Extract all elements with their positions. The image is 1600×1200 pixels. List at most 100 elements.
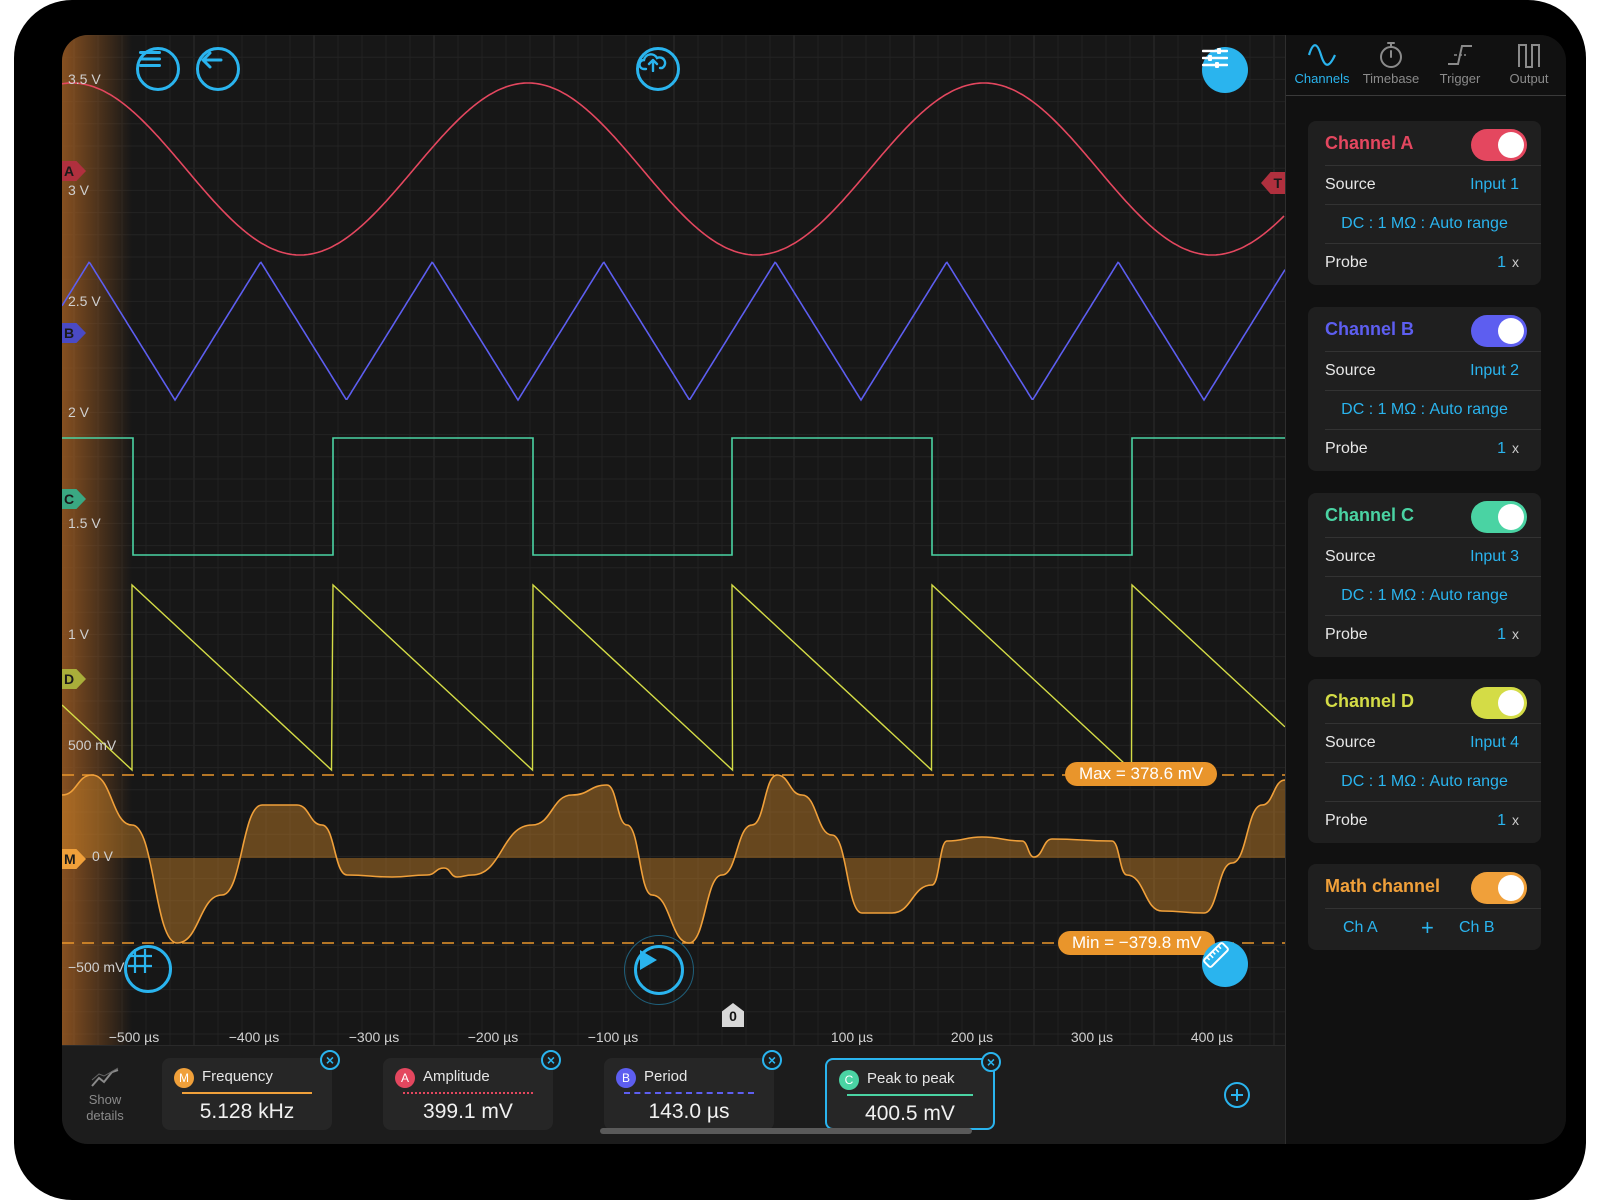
channel-a-toggle[interactable] [1471,129,1527,161]
tab-timebase[interactable]: Timebase [1357,39,1425,86]
remove-measurement-button[interactable]: × [541,1050,561,1070]
math-channel-waveform [62,774,1285,944]
channel-b-toggle[interactable] [1471,315,1527,347]
coupling-row[interactable]: DC : 1 MΩ : Auto range [1325,390,1541,429]
channel-d-toggle[interactable] [1471,687,1527,719]
x-axis-label: 200 µs [950,1029,994,1045]
sine-wave-icon [1307,44,1336,66]
settings-button[interactable] [1202,47,1248,93]
x-axis-label: 100 µs [830,1029,874,1045]
math-operand-a[interactable]: Ch A [1343,919,1378,936]
probe-value[interactable]: 1 [1497,812,1506,829]
home-indicator [600,1128,972,1134]
grid-icon [128,949,152,973]
trigger-edge-icon [1448,45,1472,65]
channel-title: Channel C [1325,505,1415,525]
math-operand-b[interactable]: Ch B [1459,919,1495,936]
channel-b-badge: B [616,1068,636,1088]
channel-a-badge: A [395,1068,415,1088]
channel-a-marker[interactable]: A [62,161,86,181]
probe-value[interactable]: 1 [1497,254,1506,271]
tab-trigger[interactable]: Trigger [1426,39,1494,86]
channel-d-card: Channel D Source Input 4 DC : 1 MΩ : Auto r… [1308,679,1541,843]
remove-measurement-button[interactable]: × [981,1052,1001,1072]
zero-time-marker[interactable]: 0 [722,1003,744,1027]
channel-b-card: Channel B Source Input 2 DC : 1 MΩ : Auto r… [1308,307,1541,471]
waveform-canvas[interactable] [62,35,1285,1045]
probe-row[interactable]: Probe 1 x [1325,615,1541,654]
max-measurement-label: Max = 378.6 mV [1065,762,1218,786]
source-value[interactable]: Input 2 [1470,362,1519,379]
coupling-row[interactable]: DC : 1 MΩ : Auto range [1325,204,1541,243]
channel-b-waveform [62,261,1285,402]
probe-value[interactable]: 1 [1497,626,1506,643]
math-channel-title: Math channel [1325,876,1441,896]
source-value[interactable]: Input 3 [1470,548,1519,565]
plus-icon [1231,1089,1243,1101]
channel-c-toggle[interactable] [1471,501,1527,533]
source-row[interactable]: Source Input 3 [1325,537,1541,576]
add-measurement-button[interactable] [1224,1082,1250,1108]
run-button-ring [624,935,694,1005]
measure-ruler-button[interactable] [1202,941,1248,987]
measurement-card-peak-to-peak[interactable]: C Peak to peak 400.5 mV × [825,1052,1001,1130]
channel-indicator-line [847,1094,973,1096]
tab-channels[interactable]: Channels [1288,39,1356,86]
y-axis-label: 2.5 V [68,293,101,309]
ruler-icon [1203,942,1229,968]
remove-measurement-button[interactable]: × [320,1050,340,1070]
x-axis-label: −400 µs [228,1029,280,1045]
grid-toggle-button[interactable] [124,945,172,993]
channel-c-waveform [62,437,1285,556]
measurement-card-frequency[interactable]: M Frequency 5.128 kHz × [162,1050,340,1130]
channel-c-card: Channel C Source Input 3 DC : 1 MΩ : Auto r… [1308,493,1541,657]
tab-divider [1286,95,1566,96]
source-value[interactable]: Input 4 [1470,734,1519,751]
probe-value[interactable]: 1 [1497,440,1506,457]
channel-b-marker[interactable]: B [62,323,86,343]
source-row[interactable]: Source Input 1 [1325,165,1541,204]
channel-indicator-line [182,1092,312,1094]
play-icon [640,950,657,970]
channel-c-marker[interactable]: C [62,489,86,509]
coupling-row[interactable]: DC : 1 MΩ : Auto range [1325,762,1541,801]
y-axis-label: 3.5 V [68,71,101,87]
upload-button[interactable] [636,47,680,91]
channel-d-marker[interactable]: D [62,669,86,689]
source-value[interactable]: Input 1 [1470,176,1519,193]
oscilloscope-display[interactable]: 3.5 V 3 V 2.5 V 2 V 1.5 V 1 V 500 mV 0 V −500 mV… [62,35,1285,1045]
back-button[interactable] [196,47,240,91]
run-button[interactable] [634,945,684,995]
probe-row[interactable]: Probe 1 x [1325,243,1541,282]
math-operator[interactable]: + [1421,915,1434,940]
probe-row[interactable]: Probe 1 x [1325,429,1541,468]
source-row[interactable]: Source Input 4 [1325,723,1541,762]
menu-icon [139,51,161,67]
sliders-icon [1202,48,1228,68]
math-expression-row[interactable]: Ch A + Ch B [1325,908,1541,947]
x-axis-label: −500 µs [108,1029,160,1045]
tab-output[interactable]: Output [1495,39,1563,86]
show-details-button[interactable]: Show details [80,1066,130,1124]
y-axis-label: 3 V [68,182,90,198]
measurement-card-amplitude[interactable]: A Amplitude 399.1 mV × [383,1050,561,1130]
pre-trigger-shade [62,35,132,1045]
x-axis-label: 300 µs [1070,1029,1114,1045]
math-channel-toggle[interactable] [1471,872,1527,904]
menu-button[interactable] [136,47,180,91]
math-channel-card: Math channel Ch A + Ch B [1308,864,1541,950]
probe-row[interactable]: Probe 1 x [1325,801,1541,840]
y-axis-label: −500 mV [68,959,125,975]
math-channel-marker[interactable]: M [62,849,86,869]
coupling-row[interactable]: DC : 1 MΩ : Auto range [1325,576,1541,615]
y-axis-label: 1.5 V [68,515,101,531]
channel-d-waveform [62,583,1285,772]
math-channel-fill [62,775,1285,943]
measurement-card-period[interactable]: B Period 143.0 µs × [604,1050,782,1130]
channel-title: Channel B [1325,319,1415,339]
source-row[interactable]: Source Input 2 [1325,351,1541,390]
trigger-marker[interactable]: T [1261,172,1285,194]
remove-measurement-button[interactable]: × [762,1050,782,1070]
measurements-bar: Show details M Frequency 5.128 kHz × A A… [62,1045,1285,1144]
y-axis-label: 2 V [68,404,90,420]
